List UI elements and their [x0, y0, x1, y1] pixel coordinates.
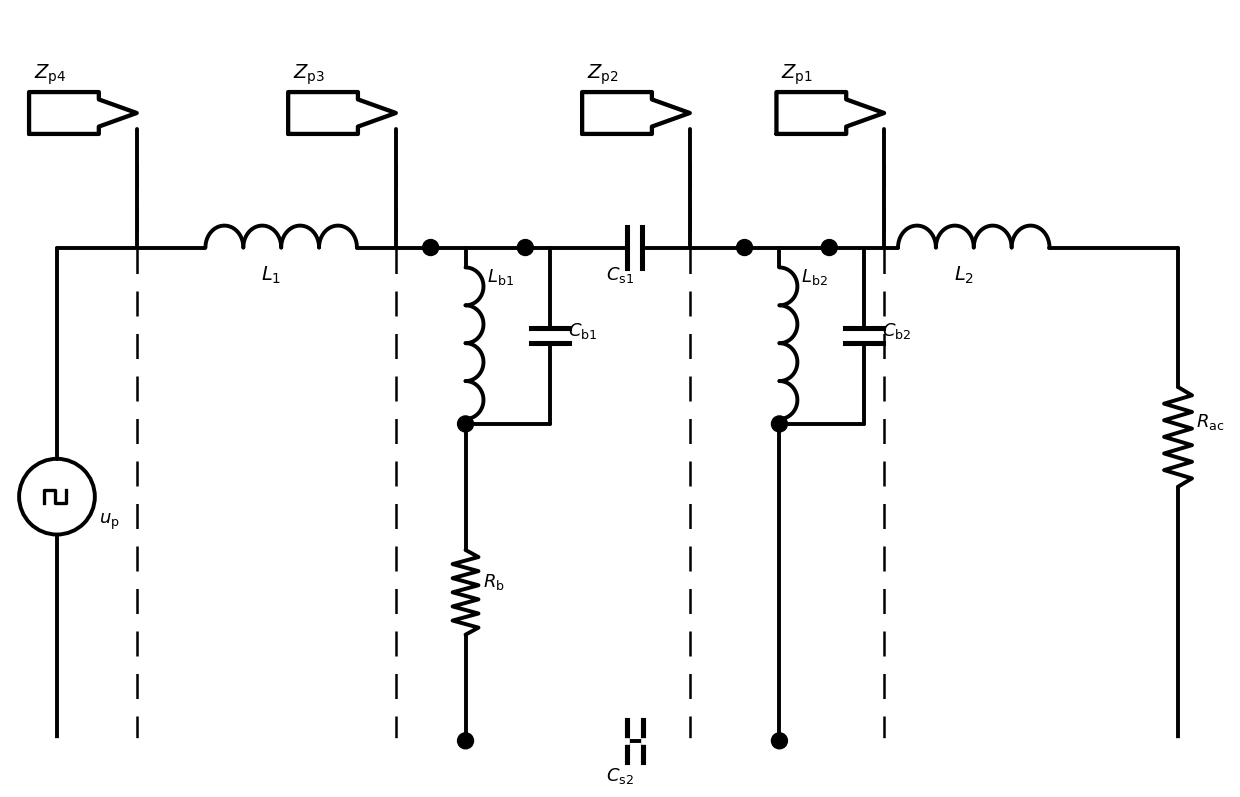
Text: $C_{\mathrm{s1}}$: $C_{\mathrm{s1}}$: [606, 265, 634, 285]
Circle shape: [771, 416, 787, 432]
Text: $u_{\mathrm{p}}$: $u_{\mathrm{p}}$: [99, 512, 119, 532]
Text: $L_{\mathrm{b2}}$: $L_{\mathrm{b2}}$: [801, 268, 828, 288]
Text: $C_{\mathrm{b1}}$: $C_{\mathrm{b1}}$: [568, 320, 598, 341]
Circle shape: [737, 240, 753, 256]
Text: $L_1$: $L_1$: [262, 265, 281, 286]
Text: $C_{\mathrm{s2}}$: $C_{\mathrm{s2}}$: [606, 766, 634, 786]
Circle shape: [458, 416, 474, 432]
Text: $L_{\mathrm{b1}}$: $L_{\mathrm{b1}}$: [487, 268, 515, 288]
Circle shape: [771, 732, 787, 748]
Circle shape: [517, 240, 533, 256]
Circle shape: [821, 240, 837, 256]
Circle shape: [458, 732, 474, 748]
Text: $Z_{\mathrm{p3}}$: $Z_{\mathrm{p3}}$: [293, 63, 325, 88]
Text: $C_{\mathrm{b2}}$: $C_{\mathrm{b2}}$: [882, 320, 911, 341]
Circle shape: [423, 240, 439, 256]
Text: $Z_{\mathrm{p1}}$: $Z_{\mathrm{p1}}$: [781, 63, 813, 88]
Text: $Z_{\mathrm{p2}}$: $Z_{\mathrm{p2}}$: [587, 63, 619, 88]
Text: $R_{\mathrm{ac}}$: $R_{\mathrm{ac}}$: [1197, 412, 1224, 432]
Text: $R_{\mathrm{b}}$: $R_{\mathrm{b}}$: [484, 572, 506, 592]
Text: $Z_{\mathrm{p4}}$: $Z_{\mathrm{p4}}$: [33, 63, 66, 88]
Text: $L_2$: $L_2$: [954, 265, 973, 286]
